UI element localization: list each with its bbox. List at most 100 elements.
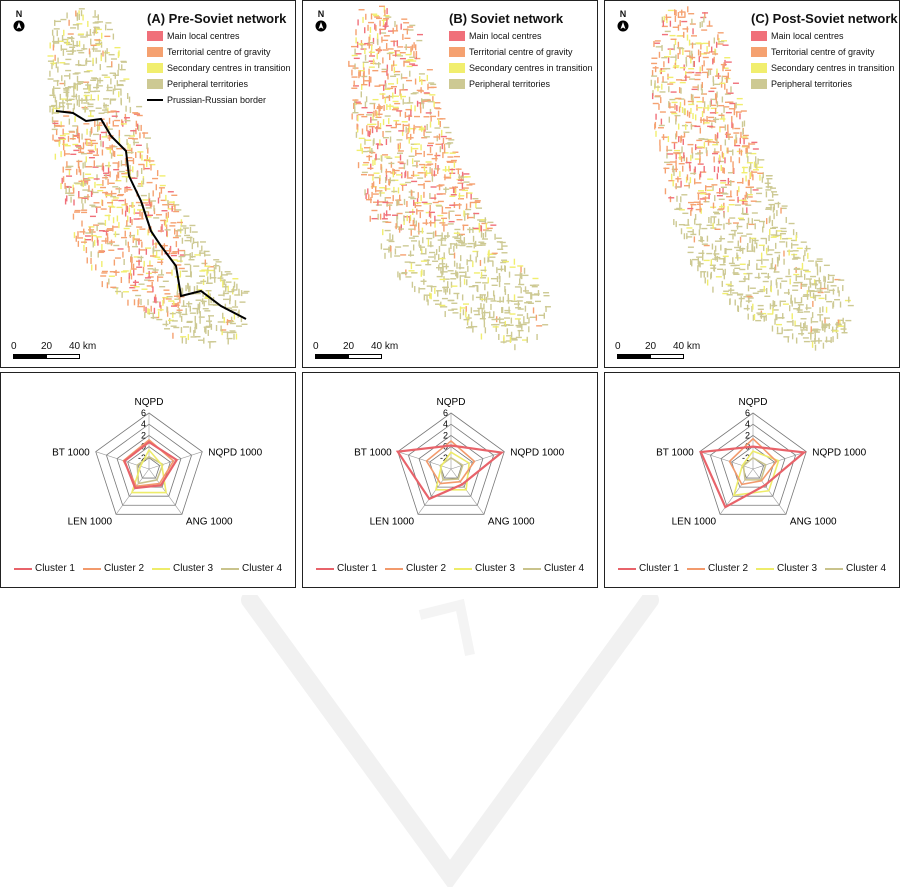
- north-arrow: N: [13, 9, 25, 32]
- legend-line: [221, 567, 240, 570]
- legend-item-territorial: Territorial centre of gravity: [751, 44, 895, 60]
- legend-cluster-2: Cluster 2: [82, 563, 144, 574]
- legend-label: Main local centres: [771, 31, 844, 41]
- legend-label: Main local centres: [469, 31, 542, 41]
- axis-label: ANG 1000: [790, 516, 837, 527]
- legend-label: Secondary centres in transition: [771, 63, 895, 73]
- scale-bar: 0 20 40 km: [313, 341, 398, 361]
- legend-label: Cluster 4: [846, 563, 887, 574]
- legend-line: [152, 567, 170, 570]
- tick-label: 2: [745, 430, 750, 440]
- legend-label: Cluster 2: [405, 563, 446, 574]
- legend-item-peripheral: Peripheral territories: [449, 76, 593, 92]
- map-title: (A) Pre-Soviet network: [147, 11, 287, 26]
- swatch: [147, 31, 163, 41]
- legend-label: Peripheral territories: [167, 79, 249, 89]
- north-label: N: [15, 9, 23, 19]
- legend-cluster-3: Cluster 3: [152, 563, 213, 574]
- grid-ring: [116, 434, 182, 497]
- tick-label: 4: [141, 419, 146, 429]
- legend-item-territorial: Territorial centre of gravity: [147, 44, 291, 60]
- axis-label: LEN 1000: [672, 516, 717, 527]
- axis-label: BT 1000: [354, 448, 392, 459]
- legend-label: Cluster 3: [475, 563, 516, 574]
- legend-label: Territorial centre of gravity: [771, 47, 875, 57]
- grid-ring: [731, 446, 775, 488]
- legend-line: [756, 567, 774, 570]
- legend-label: Secondary centres in transition: [167, 63, 291, 73]
- legend-label: Cluster 3: [173, 563, 214, 574]
- legend-cluster-4: Cluster 4: [523, 563, 584, 574]
- tick-label: 4: [745, 419, 750, 429]
- legend-item-territorial: Territorial centre of gravity: [449, 44, 593, 60]
- axis-label: NQPD: [437, 397, 466, 408]
- legend-label: Cluster 2: [707, 563, 748, 574]
- axis-label: LEN 1000: [68, 516, 113, 527]
- map-legend: Main local centres Territorial centre of…: [147, 28, 291, 108]
- series-cluster-1: [395, 444, 505, 501]
- series-cluster-2: [425, 439, 476, 485]
- legend-label: Cluster 4: [242, 563, 283, 574]
- tick-label: -2: [742, 453, 750, 463]
- north-arrow: N: [315, 9, 327, 32]
- tick-label: 6: [443, 408, 448, 418]
- swatch: [751, 47, 767, 57]
- series-cluster-3: [130, 448, 168, 494]
- axis-spoke: [752, 468, 787, 515]
- compass-icon: [315, 20, 327, 32]
- legend-label: Cluster 1: [336, 563, 377, 574]
- scale-label: 40 km: [371, 341, 399, 352]
- axis-label: BT 1000: [656, 448, 694, 459]
- grid-ring: [105, 423, 193, 506]
- map-canvas-a: [47, 8, 250, 349]
- legend-line: [13, 567, 32, 570]
- legend-item-peripheral: Peripheral territories: [147, 76, 291, 92]
- legend-label: Cluster 4: [544, 563, 585, 574]
- swatch: [449, 79, 465, 89]
- north-arrow: N: [617, 9, 629, 32]
- map-canvas-c: [650, 6, 854, 351]
- swatch: [751, 63, 767, 73]
- grid-ring: [429, 446, 473, 488]
- series-cluster-2: [728, 437, 778, 486]
- legend-line: [454, 567, 472, 570]
- legend-label: Cluster 3: [777, 563, 818, 574]
- axis-label: ANG 1000: [488, 516, 535, 527]
- legend-label: Cluster 1: [34, 563, 75, 574]
- map-legend: Main local centres Territorial centre of…: [751, 28, 895, 92]
- swatch: [147, 99, 163, 101]
- axis-label: NQPD 1000: [510, 448, 564, 459]
- radar-legend: Cluster 1 Cluster 2 Cluster 3 Cluster 4: [303, 563, 597, 574]
- legend-cluster-2: Cluster 2: [686, 563, 748, 574]
- scale-segment: [617, 354, 651, 359]
- scale-label: 0: [313, 341, 319, 352]
- axis-spoke: [752, 451, 807, 470]
- scale-label: 20: [343, 341, 355, 352]
- swatch: [147, 47, 163, 57]
- axis-label: NQPD: [739, 397, 768, 408]
- road-network: [47, 8, 250, 349]
- compass-icon: [13, 20, 25, 32]
- grid-ring: [397, 412, 505, 515]
- axis-label: NQPD 1000: [812, 448, 866, 459]
- legend-item-secondary: Secondary centres in transition: [147, 60, 291, 76]
- swatch: [751, 31, 767, 41]
- axis-spoke: [450, 468, 485, 515]
- scale-label: 40 km: [69, 341, 97, 352]
- axis-label: ANG 1000: [186, 516, 233, 527]
- grid-ring: [720, 434, 786, 497]
- north-label: N: [317, 9, 325, 19]
- grid-ring: [137, 457, 161, 479]
- legend-line: [523, 567, 542, 570]
- tick-label: 4: [443, 419, 448, 429]
- legend-label: Territorial centre of gravity: [167, 47, 271, 57]
- legend-line: [82, 567, 101, 570]
- legend-line: [686, 567, 705, 570]
- legend-line: [825, 567, 844, 570]
- scale-label: 0: [11, 341, 17, 352]
- axis-spoke: [450, 451, 505, 470]
- prussian-russian-border: [55, 110, 247, 320]
- legend-label: Main local centres: [167, 31, 240, 41]
- tick-label: -2: [440, 453, 448, 463]
